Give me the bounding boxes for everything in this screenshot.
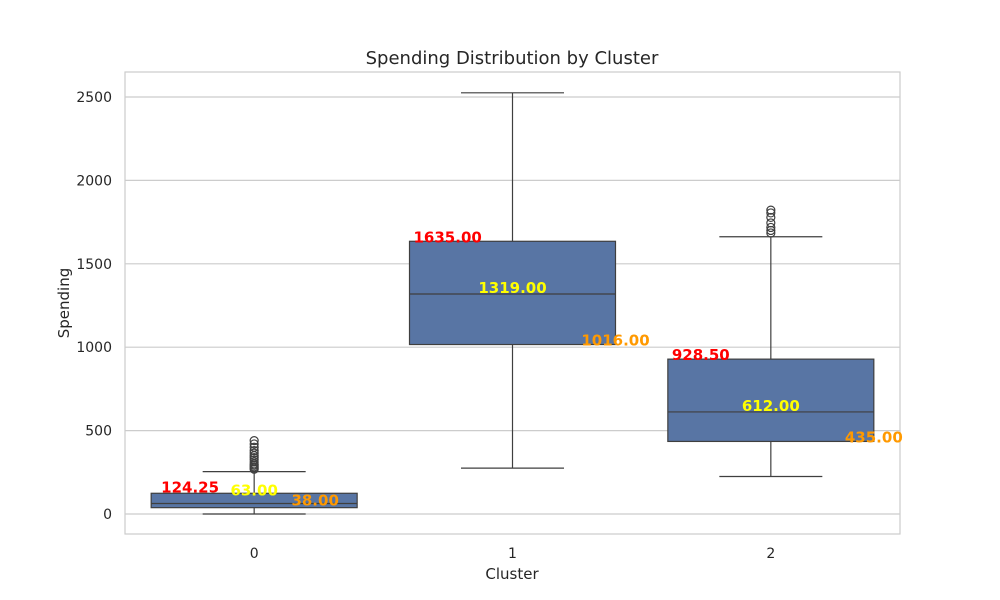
x-tick-label: 0 — [250, 546, 259, 562]
q3-label: 124.25 — [161, 478, 219, 496]
median-label: 1319.00 — [478, 279, 546, 297]
q1-label: 38.00 — [291, 492, 338, 510]
outlier-point — [249, 446, 259, 456]
median-label: 612.00 — [742, 397, 800, 415]
box-group-1 — [408, 92, 617, 469]
x-tick-labels: 0 1 2 — [250, 546, 776, 562]
box-group-2 — [667, 205, 875, 478]
annotations: 124.25 63.00 38.00 1635.00 1319.00 1016.00 928… — [161, 228, 903, 509]
x-axis-label: Cluster — [485, 565, 539, 583]
y-tick-label: 1000 — [76, 340, 112, 356]
box-iqr — [667, 358, 875, 443]
outlier-point — [766, 222, 776, 233]
outlier-point — [766, 228, 776, 238]
outlier-point — [766, 218, 776, 228]
q1-label: 1016.00 — [581, 332, 649, 350]
y-tick-label: 1500 — [76, 257, 112, 273]
y-tick-label: 0 — [103, 507, 112, 523]
x-tick-label: 1 — [508, 546, 517, 562]
outlier-point — [249, 442, 259, 452]
q1-label: 435.00 — [845, 428, 903, 446]
q3-label: 928.50 — [672, 346, 730, 364]
y-tick-labels: 0 500 1000 1500 2000 2500 — [76, 90, 112, 523]
q3-label: 1635.00 — [414, 228, 482, 246]
y-axis-label: Spending — [55, 268, 73, 339]
outlier-point — [249, 448, 259, 458]
y-tick-label: 2000 — [76, 173, 112, 189]
box-group-0 — [150, 436, 358, 515]
outlier-point — [249, 439, 259, 449]
y-tick-label: 500 — [85, 424, 112, 440]
outlier-point — [766, 212, 776, 223]
boxes — [150, 92, 875, 515]
x-tick-label: 2 — [766, 546, 775, 562]
box-iqr — [408, 240, 617, 346]
outlier-point — [766, 208, 776, 218]
outlier-point — [766, 205, 776, 215]
outlier-point — [249, 436, 259, 446]
y-tick-label: 2500 — [76, 90, 112, 106]
median-label: 63.00 — [230, 481, 277, 499]
chart-title: Spending Distribution by Cluster — [366, 48, 659, 69]
